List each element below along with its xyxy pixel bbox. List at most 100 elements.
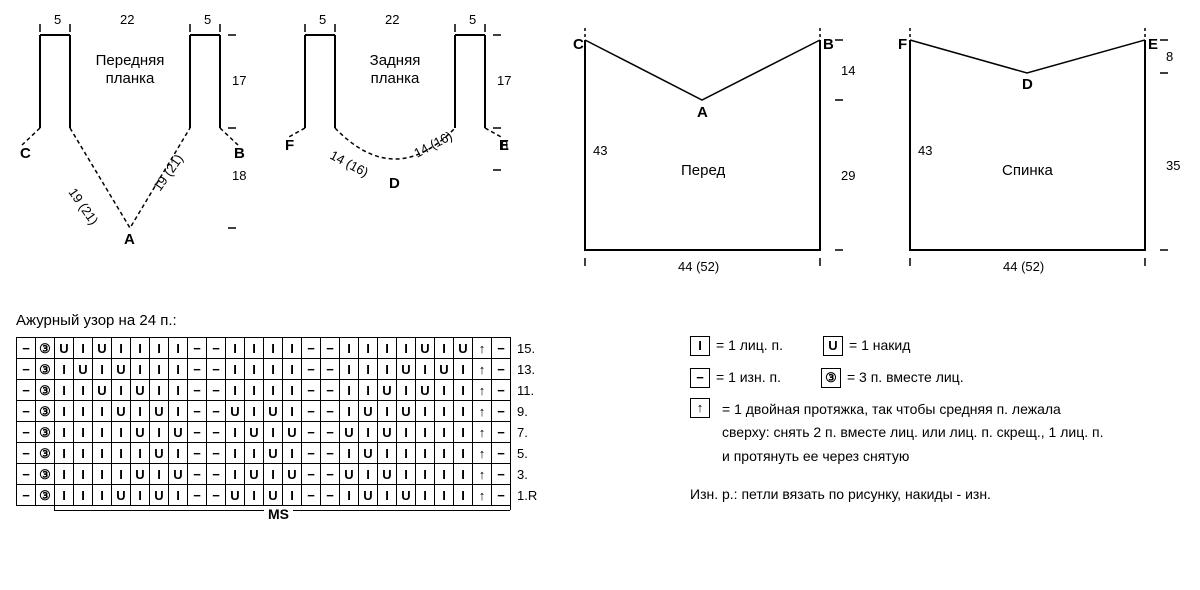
stitch-cell: U	[226, 401, 245, 422]
stitch-cell: U	[93, 380, 112, 401]
stitch-cell: I	[245, 485, 264, 506]
stitch-cell: I	[435, 422, 454, 443]
legend-cdd: = 1 двойная протяжка, так чтобы средняя …	[722, 398, 1110, 469]
stitch-cell: −	[321, 380, 340, 401]
stitch-cell: −	[188, 338, 207, 359]
stitch-cell: I	[93, 401, 112, 422]
stitch-cell: −	[302, 380, 321, 401]
pt: E	[1148, 36, 1158, 53]
stitch-cell: I	[55, 380, 74, 401]
stitch-cell: ③	[36, 443, 55, 464]
stitch-cell: I	[150, 422, 169, 443]
dim: 5	[469, 12, 476, 27]
stitch-cell: I	[226, 443, 245, 464]
stitch-cell: I	[435, 443, 454, 464]
stitch-cell: ↑	[473, 443, 492, 464]
stitch-cell: I	[416, 401, 435, 422]
stitch-cell: U	[150, 401, 169, 422]
stitch-cell: I	[245, 401, 264, 422]
stitch-cell: U	[359, 443, 378, 464]
stitch-cell: I	[435, 485, 454, 506]
dim: 5	[319, 12, 326, 27]
stitch-cell: I	[131, 338, 150, 359]
stitch-cell: I	[435, 464, 454, 485]
stitch-cell: I	[397, 443, 416, 464]
stitch-cell: I	[112, 443, 131, 464]
stitch-cell: I	[150, 380, 169, 401]
stitch-cell: I	[454, 422, 473, 443]
stitch-cell: −	[302, 338, 321, 359]
stitch-cell: I	[340, 401, 359, 422]
stitch-cell: −	[302, 485, 321, 506]
sym-dec3: ③	[821, 368, 841, 388]
stitch-cell: ↑	[473, 380, 492, 401]
stitch-cell: U	[112, 485, 131, 506]
stitch-cell: I	[359, 380, 378, 401]
stitch-cell: I	[74, 464, 93, 485]
stitch-cell: I	[397, 380, 416, 401]
stitch-cell: −	[17, 338, 36, 359]
stitch-cell: U	[378, 422, 397, 443]
stitch-cell: U	[169, 422, 188, 443]
stitch-cell: I	[397, 422, 416, 443]
stitch-cell: I	[74, 443, 93, 464]
stitch-cell: I	[416, 443, 435, 464]
stitch-cell: −	[302, 359, 321, 380]
stitch-cell: I	[226, 359, 245, 380]
dim: 18	[232, 168, 246, 183]
stitch-cell: I	[169, 443, 188, 464]
dim: 19 (21)	[150, 151, 186, 193]
dim: 14 (16)	[411, 128, 454, 161]
stitch-cell: −	[188, 359, 207, 380]
pt: B	[823, 36, 834, 53]
stitch-cell: I	[340, 485, 359, 506]
stitch-cell: I	[359, 422, 378, 443]
stitch-cell: U	[131, 422, 150, 443]
stitch-cell: I	[359, 338, 378, 359]
stitch-cell: I	[340, 443, 359, 464]
stitch-cell: I	[378, 401, 397, 422]
stitch-cell: −	[17, 359, 36, 380]
stitch-cell: I	[112, 380, 131, 401]
stitch-cell: I	[55, 485, 74, 506]
stitch-cell: I	[150, 338, 169, 359]
stitch-cell: U	[112, 359, 131, 380]
stitch-cell: U	[245, 422, 264, 443]
stitch-cell: −	[492, 464, 511, 485]
stitch-cell: ③	[36, 422, 55, 443]
stitch-cell: I	[150, 359, 169, 380]
stitch-cell: I	[169, 338, 188, 359]
stitch-cell: −	[302, 422, 321, 443]
legend-p: = 1 изн. п.	[716, 369, 781, 385]
stitch-cell: I	[150, 464, 169, 485]
stitch-cell: ↑	[473, 485, 492, 506]
stitch-cell: −	[492, 338, 511, 359]
row-number: 15.	[511, 338, 545, 359]
stitch-cell: I	[131, 359, 150, 380]
stitch-cell: I	[93, 485, 112, 506]
stitch-cell: I	[74, 485, 93, 506]
stitch-cell: I	[340, 338, 359, 359]
dim: 5	[54, 12, 61, 27]
stitch-cell: U	[245, 464, 264, 485]
stitch-cell: I	[378, 338, 397, 359]
dim: 8	[1166, 49, 1173, 64]
stitch-cell: ③	[36, 485, 55, 506]
stitch-cell: −	[207, 485, 226, 506]
sym-cdd: ↑	[690, 398, 710, 418]
stitch-cell: U	[340, 422, 359, 443]
row-number: 7.	[511, 422, 545, 443]
stitch-chart: −③UIUIIII−−IIII−−IIIIUIU↑−15.−③IUIUIII−−…	[16, 337, 545, 506]
row-number: 1.R	[511, 485, 545, 506]
stitch-cell: −	[321, 401, 340, 422]
pt: D	[389, 175, 400, 192]
stitch-cell: I	[454, 359, 473, 380]
stitch-cell: −	[302, 443, 321, 464]
stitch-cell: U	[435, 359, 454, 380]
dim: 17	[232, 73, 246, 88]
stitch-cell: −	[302, 464, 321, 485]
stitch-cell: −	[188, 464, 207, 485]
stitch-cell: I	[169, 359, 188, 380]
stitch-cell: −	[207, 422, 226, 443]
dim: 17	[497, 73, 511, 88]
